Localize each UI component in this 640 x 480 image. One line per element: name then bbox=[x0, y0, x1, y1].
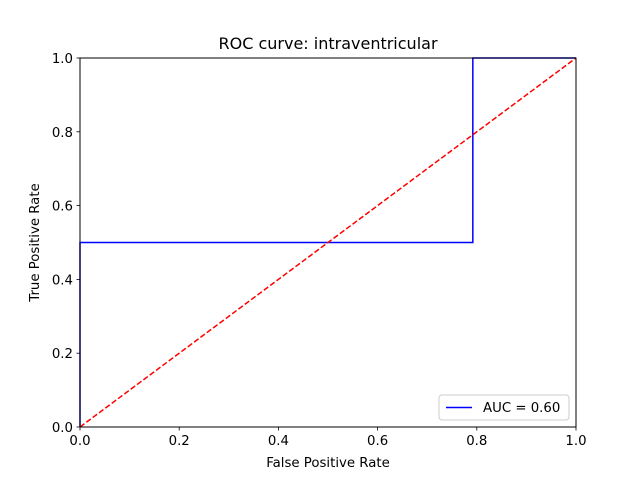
y-tick-label: 0.2 bbox=[52, 347, 73, 362]
chance-diagonal-line bbox=[79, 57, 577, 428]
x-axis-label: False Positive Rate bbox=[266, 456, 390, 471]
y-tick-label: 0.4 bbox=[52, 273, 73, 288]
legend: AUC = 0.60 bbox=[438, 394, 570, 421]
x-tick-label: 0.2 bbox=[169, 434, 190, 449]
y-tick-label: 1.0 bbox=[52, 52, 73, 67]
y-axis-ticks: 0.0 0.2 0.4 0.6 0.8 1.0 bbox=[52, 52, 80, 436]
x-tick-label: 0.8 bbox=[466, 434, 487, 449]
x-tick-label: 0.4 bbox=[268, 434, 289, 449]
legend-box bbox=[438, 394, 570, 421]
x-tick-label: 1.0 bbox=[565, 434, 586, 449]
legend-label-roc: AUC = 0.60 bbox=[483, 401, 560, 416]
x-tick-label: 0.0 bbox=[69, 434, 90, 449]
y-tick-label: 0.8 bbox=[52, 126, 73, 141]
y-axis-label: True Positive Rate bbox=[28, 183, 43, 302]
y-tick-label: 0.6 bbox=[52, 200, 73, 215]
chart-title: ROC curve: intraventricular bbox=[218, 34, 437, 53]
x-tick-label: 0.6 bbox=[367, 434, 388, 449]
x-axis-ticks: 0.0 0.2 0.4 0.6 0.8 1.0 bbox=[69, 427, 587, 449]
y-tick-label: 0.0 bbox=[52, 421, 73, 436]
axes-frame bbox=[79, 57, 577, 428]
